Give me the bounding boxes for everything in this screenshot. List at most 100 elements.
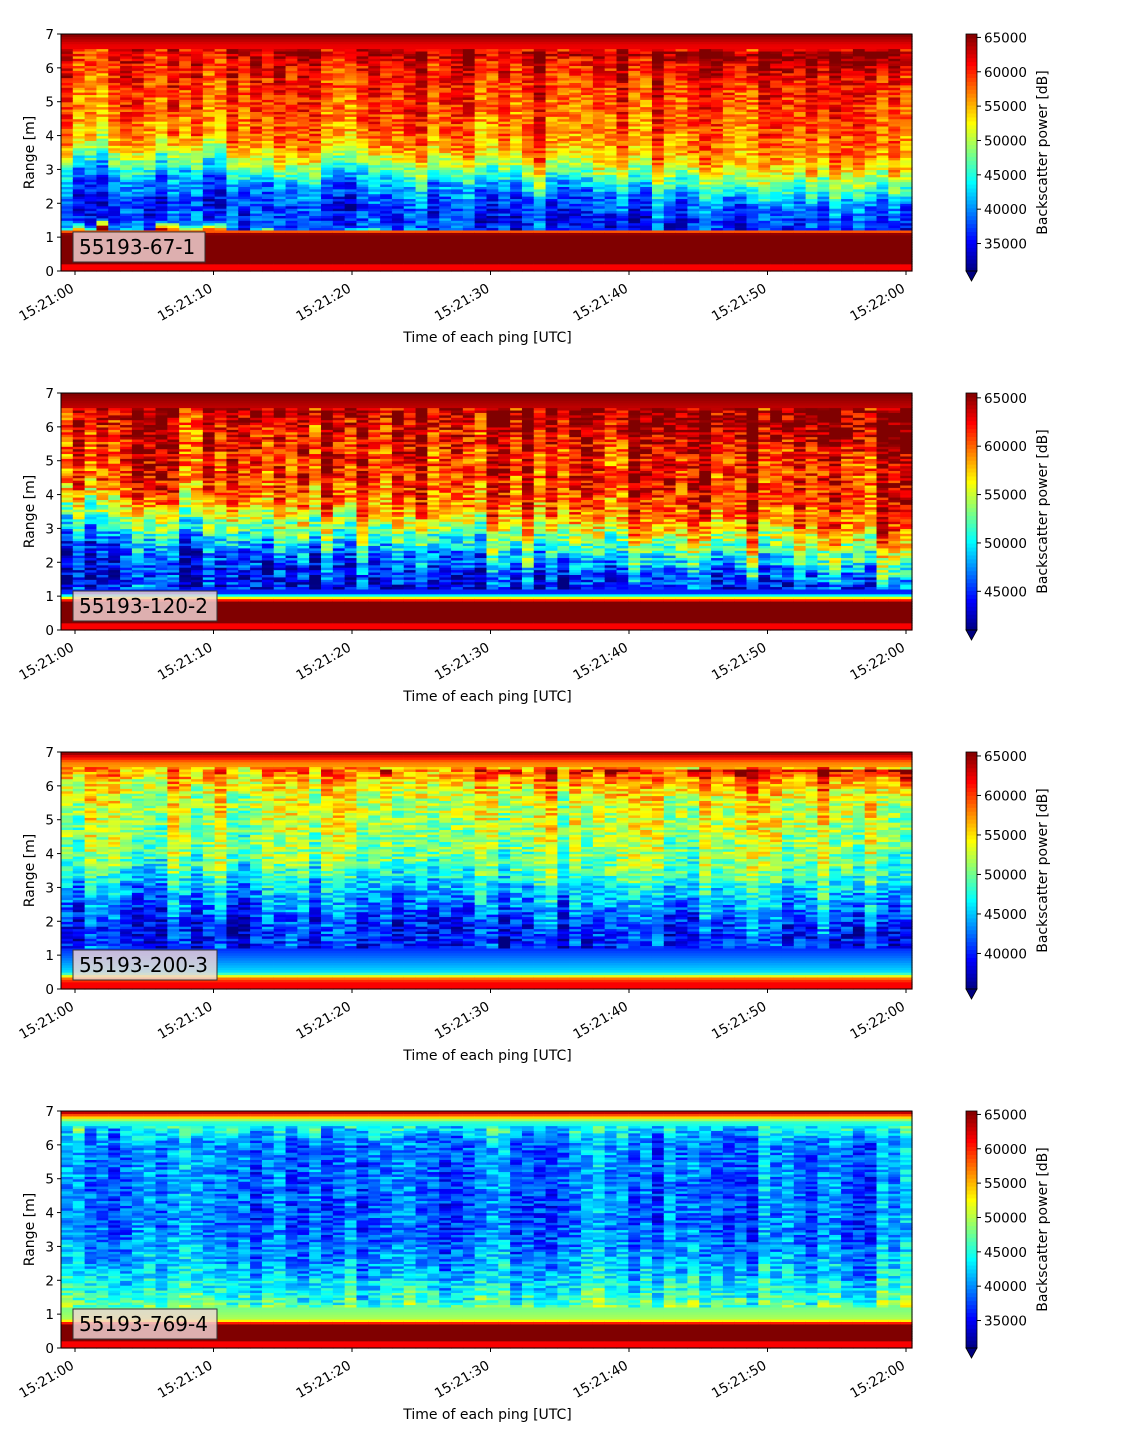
heatmap-cell	[72, 77, 86, 81]
heatmap-cell	[250, 220, 263, 224]
heatmap-cell	[321, 43, 334, 47]
heatmap-cell	[226, 152, 239, 156]
heatmap-cell	[108, 36, 121, 40]
heatmap-cell	[155, 135, 168, 139]
heatmap-cell	[202, 34, 216, 38]
heatmap-cell	[250, 53, 263, 57]
heatmap-cell	[108, 179, 121, 183]
heatmap-cell	[155, 208, 168, 212]
heatmap-cell	[61, 108, 74, 112]
heatmap-cell	[250, 191, 263, 195]
heatmap-cell	[143, 34, 157, 38]
heatmap-cell	[108, 84, 121, 88]
heatmap-cell	[226, 142, 239, 146]
heatmap-cell	[202, 246, 216, 250]
heatmap-cell	[84, 208, 98, 212]
heatmap-cell	[261, 84, 275, 88]
heatmap-cell	[297, 181, 310, 185]
heatmap-cell	[261, 111, 275, 115]
heatmap-cell	[321, 34, 334, 38]
heatmap-cell	[285, 50, 298, 54]
heatmap-cell	[191, 200, 204, 204]
heatmap-cell	[261, 200, 275, 204]
heatmap-cell	[250, 101, 263, 105]
heatmap-cell	[202, 258, 216, 262]
heatmap-cell	[309, 34, 322, 38]
heatmap-cell	[261, 246, 275, 250]
heatmap-cell	[261, 152, 275, 156]
heatmap-cell	[297, 256, 310, 260]
heatmap-cell	[285, 77, 298, 81]
heatmap-cell	[250, 183, 263, 187]
heatmap-cell	[321, 263, 334, 267]
heatmap-cell	[273, 268, 287, 272]
heatmap-cell	[143, 154, 157, 158]
heatmap-cell	[155, 188, 168, 192]
heatmap-cell	[72, 106, 86, 110]
heatmap-cell	[131, 63, 145, 67]
heatmap-cell	[96, 188, 109, 192]
heatmap-cell	[84, 70, 98, 74]
heatmap-cell	[108, 58, 121, 62]
heatmap-cell	[309, 220, 322, 224]
heatmap-cell	[155, 140, 168, 144]
heatmap-cell	[143, 137, 157, 142]
heatmap-cell	[84, 87, 98, 91]
heatmap-cell	[273, 145, 287, 149]
heatmap-cell	[179, 113, 192, 117]
heatmap-cell	[84, 198, 98, 202]
heatmap-cell	[321, 246, 334, 250]
heatmap-cell	[297, 210, 310, 214]
heatmap-cell	[250, 60, 263, 64]
heatmap-cell	[250, 193, 263, 197]
heatmap-cell	[167, 130, 180, 134]
heatmap-cell	[332, 222, 346, 226]
heatmap-cell	[250, 41, 263, 45]
heatmap-cell	[238, 94, 251, 98]
heatmap-cell	[131, 183, 145, 187]
heatmap-cell	[321, 234, 334, 238]
heatmap-cell	[297, 186, 310, 190]
heatmap-cell	[309, 263, 322, 267]
heatmap-cell	[250, 46, 263, 50]
heatmap-cell	[108, 200, 121, 204]
heatmap-cell	[179, 70, 192, 74]
heatmap-cell	[214, 239, 228, 243]
heatmap-cell	[250, 256, 263, 260]
heatmap-cell	[131, 101, 145, 105]
heatmap-cell	[108, 53, 121, 57]
heatmap-cell	[321, 106, 334, 110]
heatmap-cell	[332, 82, 346, 86]
heatmap-cell	[167, 188, 180, 192]
heatmap-cell	[155, 101, 168, 105]
heatmap-cell	[167, 179, 180, 183]
heatmap-cell	[120, 196, 133, 200]
heatmap-cell	[297, 72, 310, 76]
heatmap-cell	[191, 116, 204, 120]
heatmap-cell	[332, 186, 346, 190]
heatmap-cell	[96, 174, 109, 178]
heatmap-cell	[261, 208, 275, 212]
heatmap-cell	[155, 203, 168, 207]
heatmap-cell	[273, 237, 287, 241]
heatmap-cell	[61, 183, 74, 187]
heatmap-cell	[108, 181, 121, 185]
heatmap-cell	[72, 227, 86, 231]
heatmap-cell	[261, 174, 275, 178]
heatmap-cell	[96, 99, 109, 103]
heatmap-cell	[273, 111, 287, 115]
heatmap-cell	[238, 84, 251, 88]
heatmap-cell	[321, 104, 334, 108]
heatmap-cell	[131, 60, 145, 64]
heatmap-cell	[191, 92, 204, 96]
heatmap-cell	[84, 92, 98, 96]
heatmap-cell	[61, 152, 74, 156]
heatmap-cell	[84, 142, 98, 146]
heatmap-cell	[96, 225, 109, 229]
heatmap-cell	[96, 183, 109, 187]
heatmap-cell	[214, 212, 228, 216]
heatmap-cell	[226, 84, 239, 88]
heatmap-cell	[61, 50, 74, 54]
heatmap-cell	[179, 140, 192, 144]
heatmap-cell	[131, 142, 145, 146]
